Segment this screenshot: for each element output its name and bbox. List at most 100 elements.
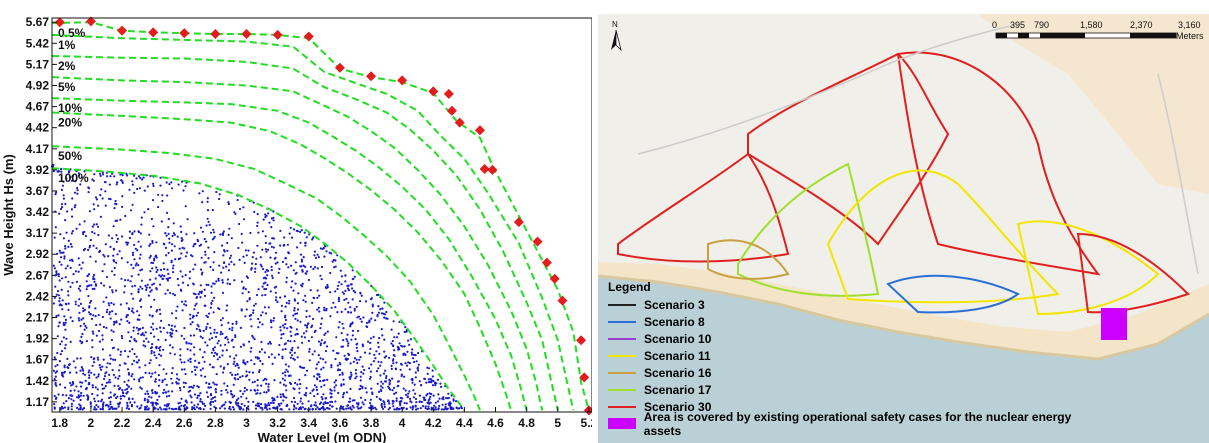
data-point <box>61 373 64 376</box>
data-point <box>285 368 288 371</box>
data-point <box>449 406 452 409</box>
coastline <box>598 274 1209 361</box>
data-point <box>337 326 340 329</box>
data-point <box>349 407 352 410</box>
data-point <box>173 325 176 328</box>
data-point <box>199 226 203 229</box>
data-point <box>111 289 114 292</box>
data-point <box>256 389 259 392</box>
data-point <box>271 276 274 280</box>
data-point <box>145 288 148 291</box>
data-point <box>134 247 137 250</box>
data-point <box>299 265 302 268</box>
data-point <box>100 398 104 401</box>
data-point <box>418 394 421 397</box>
data-point <box>380 402 383 405</box>
data-point <box>292 396 296 400</box>
legend-label: Scenario 3 <box>644 297 705 312</box>
data-point <box>62 197 65 200</box>
data-point <box>201 336 204 340</box>
data-point <box>408 343 411 346</box>
data-point <box>397 380 400 383</box>
data-point <box>58 260 61 264</box>
data-point <box>251 256 254 259</box>
data-point <box>71 230 74 233</box>
data-point <box>66 366 69 369</box>
data-point <box>354 338 357 341</box>
data-point <box>151 261 155 265</box>
data-point <box>411 378 414 382</box>
data-point <box>287 374 290 377</box>
data-point <box>243 261 246 264</box>
data-point <box>69 243 72 246</box>
data-point <box>63 366 66 369</box>
data-point <box>93 208 96 211</box>
data-point <box>102 173 105 176</box>
data-point <box>151 267 154 270</box>
data-point <box>244 315 247 318</box>
data-point <box>101 408 104 411</box>
data-point <box>126 314 129 317</box>
data-point <box>419 407 422 410</box>
data-point <box>85 388 88 391</box>
data-point <box>221 317 224 320</box>
data-point <box>245 388 248 391</box>
data-point <box>127 385 130 388</box>
data-point <box>257 288 260 291</box>
scale-label: 3,160 <box>1178 20 1201 30</box>
data-point <box>111 406 114 409</box>
data-point <box>347 407 350 410</box>
data-point <box>393 354 396 357</box>
data-point <box>269 256 272 259</box>
data-point <box>196 396 199 400</box>
data-point <box>71 380 74 384</box>
data-point <box>69 381 72 385</box>
data-point <box>67 239 70 242</box>
data-point <box>371 392 374 396</box>
data-point <box>200 400 204 403</box>
data-point <box>335 336 338 339</box>
data-point <box>383 403 386 406</box>
data-point <box>364 387 367 390</box>
data-point <box>64 318 67 321</box>
data-point <box>127 355 130 358</box>
data-point <box>248 340 251 343</box>
data-point <box>189 394 192 397</box>
data-point <box>117 377 120 380</box>
data-point <box>256 379 259 382</box>
data-point <box>198 361 201 364</box>
data-point <box>78 285 82 288</box>
data-point <box>121 394 125 397</box>
data-point <box>276 300 279 304</box>
data-point <box>299 253 303 256</box>
data-point <box>304 241 307 244</box>
y-tick-label: 2.92 <box>26 247 50 261</box>
data-point <box>93 357 96 360</box>
data-point <box>380 385 383 388</box>
data-point <box>414 392 417 395</box>
data-point <box>228 227 231 230</box>
data-point <box>132 297 135 300</box>
data-point <box>179 389 182 392</box>
data-point <box>131 253 135 257</box>
data-point <box>271 274 274 277</box>
data-point <box>455 406 458 409</box>
data-point <box>167 404 170 407</box>
data-point <box>261 311 264 314</box>
data-point <box>79 398 82 402</box>
data-point <box>136 310 139 313</box>
data-point <box>181 275 184 278</box>
data-point <box>110 301 113 305</box>
data-point <box>141 178 144 181</box>
data-point <box>445 407 448 411</box>
data-point <box>194 293 197 296</box>
data-point <box>61 277 64 280</box>
data-point <box>219 319 222 322</box>
data-point <box>96 356 99 359</box>
data-point <box>165 391 168 394</box>
data-point <box>207 386 211 389</box>
data-point <box>87 191 90 194</box>
data-point <box>229 401 232 404</box>
data-point <box>342 292 346 295</box>
data-point <box>136 318 139 321</box>
